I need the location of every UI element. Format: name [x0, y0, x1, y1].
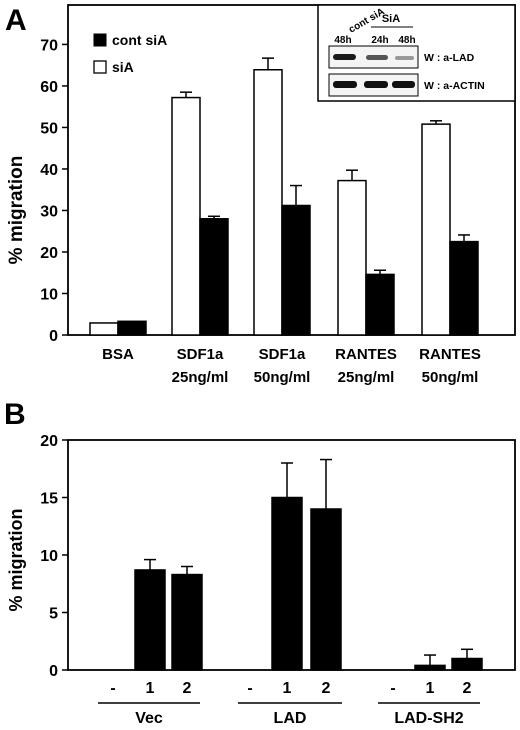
- blot-lad-band-3: [395, 56, 414, 60]
- panel-a-x-label: SDF1a: [259, 346, 306, 363]
- panel-a-x-label: RANTES: [419, 346, 481, 363]
- inset-lane-label-1: 48h: [334, 35, 351, 46]
- legend-swatch-cont-sia: [93, 33, 107, 47]
- panel-b-group-label: Vec: [135, 710, 163, 727]
- inset-lane-label-3: 48h: [398, 35, 415, 46]
- panel-b-bars: [134, 458, 483, 671]
- panel-a-y-tick-label: 0: [49, 328, 58, 345]
- panel-b-x-label: 1: [283, 680, 292, 697]
- panel-a-y-tick-label: 70: [40, 37, 58, 54]
- panel-b-x-label: 2: [322, 680, 331, 697]
- legend-label-sia: siA: [112, 59, 134, 75]
- blot-lad-label: W : a-LAD: [424, 52, 475, 64]
- bar-sia: [89, 322, 119, 336]
- panel-b-y-tick-label: 5: [49, 606, 58, 623]
- panel-b-x-label: 1: [146, 680, 155, 697]
- panel-b-y-axis: 0 5 10 15 20: [40, 433, 68, 680]
- blot-actin-band-3: [392, 81, 415, 88]
- panel-b-y-tick-label: 10: [40, 548, 58, 565]
- panel-b-x-label: -: [110, 680, 115, 697]
- panel-b-group-label: LAD: [274, 710, 307, 727]
- bar-sia: [171, 96, 201, 336]
- panel-b-y-tick-label: 20: [40, 433, 58, 450]
- blot-lad-band-2: [366, 55, 388, 60]
- panel-b-x-label: 2: [183, 680, 192, 697]
- panel-b-group-label: LAD-SH2: [394, 710, 463, 727]
- legend-swatch-sia: [93, 60, 107, 74]
- bar-migration: [134, 569, 166, 671]
- panel-a-y-tick-label: 30: [40, 203, 58, 220]
- bar-cont-sia: [449, 240, 479, 336]
- panel-a-bars: [89, 57, 479, 336]
- panel-a-legend: cont siA siA: [93, 32, 167, 75]
- panel-a-x-labels: BSA SDF1a 25ng/ml SDF1a 50ng/ml RANTES 25ng/ml…: [102, 346, 481, 386]
- panel-b-y-tick-label: 15: [40, 491, 58, 508]
- panel-a-x-label: RANTES: [335, 346, 397, 363]
- bar-cont-sia: [365, 273, 395, 336]
- bar-migration: [171, 573, 203, 671]
- panel-a-x-sublabel: 50ng/ml: [254, 369, 311, 386]
- panel-b-y-tick-label: 0: [49, 663, 58, 680]
- panel-a-x-label: SDF1a: [177, 346, 224, 363]
- bar-sia: [253, 69, 283, 336]
- panel-a-y-tick-label: 10: [40, 286, 58, 303]
- blot-actin-band-1: [333, 81, 357, 88]
- panel-a-y-tick-label: 50: [40, 120, 58, 137]
- bar-cont-sia: [117, 320, 147, 336]
- panel-a-x-label: BSA: [102, 346, 134, 363]
- bar-cont-sia: [199, 218, 229, 336]
- panel-a-x-sublabel: 50ng/ml: [422, 369, 479, 386]
- bar-migration: [414, 664, 446, 671]
- inset-header-sia: SiA: [382, 13, 400, 25]
- panel-b-x-label: -: [247, 680, 252, 697]
- panel-a-x-sublabel: 25ng/ml: [172, 369, 229, 386]
- panel-b-chart: 0 5 10 15 20 - 1 2 - 1 2 - 1 2 Vec LAD LAD-SH2 % migrat…: [6, 433, 516, 727]
- panel-a-chart: 0 10 20 30 40 50 60 70 BSA SDF1a 25ng/ml SDF1a 50ng…: [6, 4, 516, 386]
- bar-cont-sia: [281, 204, 311, 336]
- panel-a-label: A: [5, 4, 27, 37]
- bar-migration: [310, 508, 342, 671]
- blot-actin-band-2: [364, 81, 388, 88]
- panel-b-x-label: 2: [463, 680, 472, 697]
- panel-a-y-tick-label: 60: [40, 79, 58, 96]
- blot-lad-band-1: [333, 54, 356, 60]
- panel-b-x-labels: - 1 2 - 1 2 - 1 2 Vec LAD LAD-SH2: [98, 680, 480, 727]
- blot-actin-label: W : a-ACTIN: [424, 80, 485, 92]
- bar-sia: [421, 123, 451, 336]
- western-blot-inset: cont siA SiA 48h 24h 48h W : a-LAD W : a…: [317, 4, 516, 102]
- panel-a-y-tick-label: 20: [40, 245, 58, 262]
- panel-a-y-axis: 0 10 20 30 40 50 60 70: [40, 37, 68, 345]
- panel-a-y-axis-title: % migration: [6, 156, 27, 265]
- panel-b-label: B: [4, 398, 26, 431]
- panel-a-y-tick-label: 40: [40, 162, 58, 179]
- bar-migration: [271, 496, 303, 671]
- panel-a-x-sublabel: 25ng/ml: [338, 369, 395, 386]
- panel-b-x-label: 1: [426, 680, 435, 697]
- panel-b-y-axis-title: % migration: [6, 508, 26, 611]
- inset-lane-label-2: 24h: [371, 35, 388, 46]
- bar-sia: [337, 179, 367, 336]
- panel-b-x-label: -: [390, 680, 395, 697]
- bar-migration: [451, 657, 483, 671]
- legend-label-cont-sia: cont siA: [112, 32, 167, 48]
